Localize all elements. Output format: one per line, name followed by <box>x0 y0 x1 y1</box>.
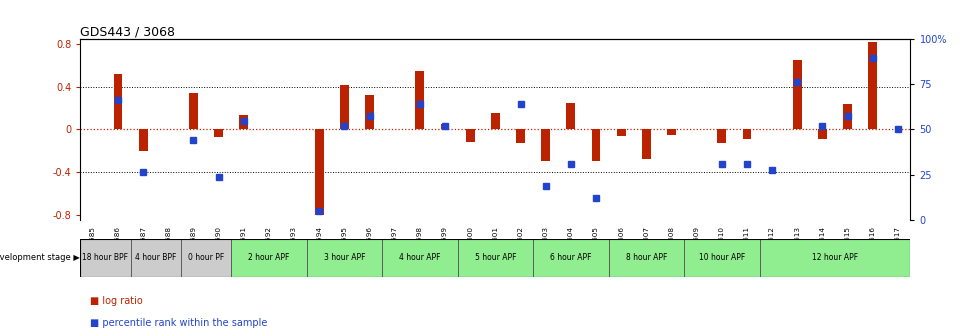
Text: ■ log ratio: ■ log ratio <box>90 296 143 306</box>
Bar <box>818 129 826 139</box>
Bar <box>792 60 801 129</box>
Bar <box>130 239 181 277</box>
Bar <box>515 129 524 143</box>
Bar <box>113 74 122 129</box>
Bar <box>80 239 130 277</box>
Bar <box>315 129 324 215</box>
Bar <box>867 42 876 129</box>
Bar <box>381 239 457 277</box>
Text: ■ percentile rank within the sample: ■ percentile rank within the sample <box>90 318 267 328</box>
Text: 5 hour APF: 5 hour APF <box>474 253 515 262</box>
Bar <box>189 93 198 129</box>
Bar <box>491 113 499 129</box>
Bar <box>541 129 550 161</box>
Bar <box>759 239 910 277</box>
Bar <box>365 95 374 129</box>
Bar <box>741 129 750 139</box>
Text: 4 hour BPF: 4 hour BPF <box>135 253 176 262</box>
Bar <box>240 116 248 129</box>
Bar <box>533 239 608 277</box>
Text: 2 hour APF: 2 hour APF <box>248 253 289 262</box>
Bar <box>717 129 726 143</box>
Bar <box>415 71 423 129</box>
Bar <box>566 103 575 129</box>
Bar <box>666 129 675 135</box>
Text: 3 hour APF: 3 hour APF <box>324 253 365 262</box>
Bar <box>642 129 650 159</box>
Text: 0 hour PF: 0 hour PF <box>188 253 224 262</box>
Bar <box>440 124 449 129</box>
Bar <box>616 129 625 136</box>
Text: 6 hour APF: 6 hour APF <box>550 253 591 262</box>
Bar <box>214 129 223 137</box>
Bar <box>684 239 759 277</box>
Bar <box>591 129 600 161</box>
Bar <box>466 129 474 142</box>
Bar <box>231 239 306 277</box>
Text: development stage ▶: development stage ▶ <box>0 253 80 262</box>
Text: 12 hour APF: 12 hour APF <box>811 253 857 262</box>
Text: 18 hour BPF: 18 hour BPF <box>82 253 128 262</box>
Bar <box>181 239 231 277</box>
Bar <box>842 104 851 129</box>
Bar <box>608 239 684 277</box>
Text: 8 hour APF: 8 hour APF <box>625 253 666 262</box>
Bar <box>339 85 348 129</box>
Text: 10 hour APF: 10 hour APF <box>698 253 744 262</box>
Bar <box>457 239 533 277</box>
Text: GDS443 / 3068: GDS443 / 3068 <box>80 26 175 39</box>
Text: 4 hour APF: 4 hour APF <box>399 253 440 262</box>
Bar <box>139 129 148 151</box>
Bar <box>306 239 381 277</box>
